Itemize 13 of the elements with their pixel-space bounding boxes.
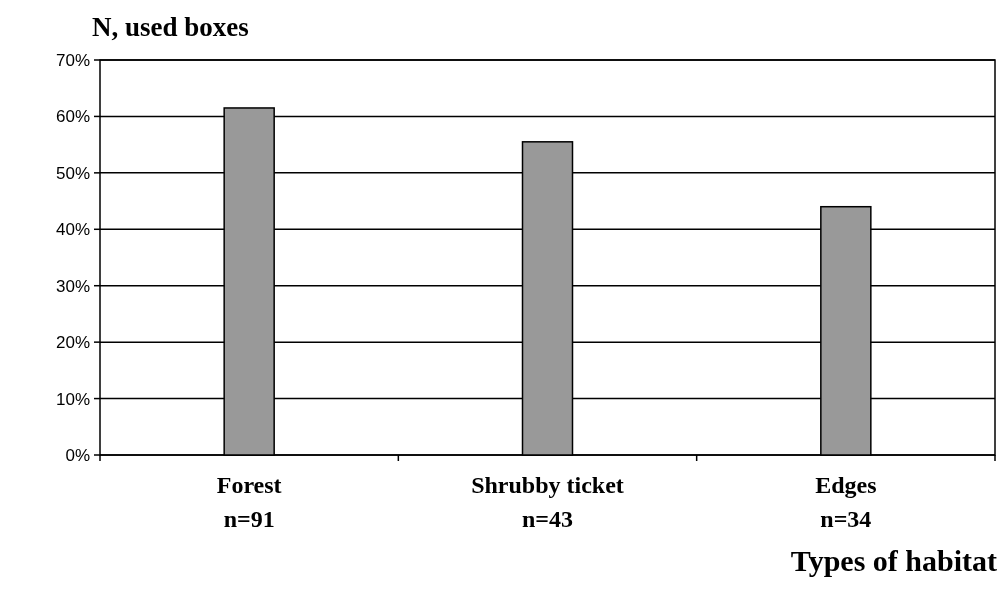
y-tick-label: 20% [55,333,90,353]
x-tick-label: Edges n=34 [815,472,877,532]
y-tick-label: 40% [55,220,90,240]
x-tick-label: Shrubby ticket n=43 [471,472,624,532]
y-tick-label: 0% [65,445,90,465]
y-tick-label: 10% [55,389,90,409]
x-axis-title: Types of habitat [790,544,997,577]
y-tick-label: 50% [55,163,90,183]
y-tick-label: 70% [55,50,90,70]
x-tick-label: Forest n=91 [216,472,282,532]
y-tick-label: 60% [55,107,90,127]
y-tick-label: 30% [55,276,90,296]
chart-title: N, used boxes [92,12,249,42]
